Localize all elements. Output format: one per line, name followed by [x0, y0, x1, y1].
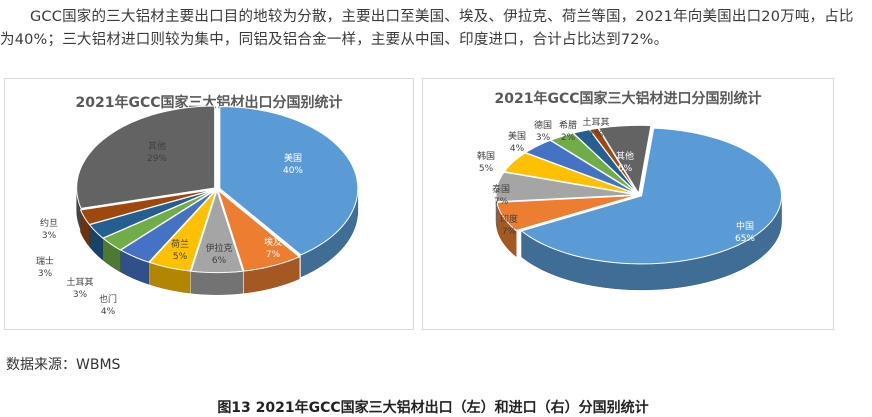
- slice-中国: [520, 127, 783, 265]
- slice-value-label: 1%: [589, 130, 604, 140]
- slice-value-label: 6%: [618, 164, 633, 174]
- slice-label: 伊拉克: [205, 242, 232, 254]
- slice-label: 也门: [99, 293, 117, 305]
- slice-label: 土耳其: [66, 276, 93, 288]
- slice-其他: [597, 124, 652, 195]
- slice-label: 韩国: [477, 150, 495, 162]
- slice-label: 德国: [534, 119, 552, 131]
- slice-label: 瑞士: [36, 255, 54, 267]
- slice-value-label: 3%: [536, 133, 551, 143]
- slice-value-label: 7%: [266, 250, 281, 260]
- slice-荷兰: [148, 190, 217, 272]
- slice-value-label: 65%: [735, 234, 755, 244]
- data-source: 数据来源：WBMS: [6, 357, 121, 373]
- slice-美国: [524, 139, 638, 195]
- slice-label: 印度: [500, 213, 518, 225]
- slice-value-label: 3%: [42, 231, 57, 241]
- intro-paragraph: GCC国家的三大铝材主要出口目的地较为分散，主要出口至美国、埃及、伊拉克、荷兰等…: [0, 9, 854, 48]
- slice-泰国: [495, 171, 637, 203]
- slice-value-label: 7%: [494, 197, 509, 207]
- figure-caption: 图13 2021年GCC国家三大铝材出口（左）和进口（右）分国别统计: [217, 400, 649, 416]
- slice-value-label: 3%: [38, 269, 53, 279]
- slice-value-label: 6%: [212, 256, 227, 266]
- slice-美国: [219, 105, 359, 256]
- slice-label: 其他: [616, 150, 634, 162]
- slice-label: 中国: [736, 220, 754, 232]
- slice-伊拉克: [190, 189, 244, 274]
- slice-也门: [119, 189, 216, 263]
- slice-label: 美国: [284, 152, 302, 164]
- slice-value-label: 3%: [73, 290, 88, 300]
- import-chart-panel: 2021年GCC国家三大铝材进口分国别统计中国 65% 印度 7% 泰国 7% 韩国 5% 美国…: [422, 78, 834, 330]
- slice-side-伊拉克: [190, 270, 244, 295]
- slice-label: 埃及: [264, 236, 282, 248]
- slice-label: 美国: [508, 130, 526, 142]
- slice-value-label: 4%: [101, 307, 116, 317]
- export-chart-panel: 2021年GCC国家三大铝材出口分国别统计美国 40% 埃及 7% 伊拉克 6% 荷兰 5% 也…: [4, 78, 414, 330]
- slice-value-label: 29%: [147, 154, 167, 164]
- slice-韩国: [503, 152, 637, 195]
- slice-土耳其: [588, 127, 639, 194]
- slice-约旦: [79, 189, 215, 226]
- slice-其他: [76, 105, 216, 209]
- slice-value-label: 7%: [502, 227, 517, 237]
- slice-印度: [496, 195, 637, 232]
- slice-label: 泰国: [492, 183, 510, 195]
- chart-title: 2021年GCC国家三大铝材进口分国别统计: [494, 90, 761, 107]
- slice-label: 荷兰: [171, 238, 189, 250]
- slice-label: 约旦: [40, 217, 58, 229]
- chart-title: 2021年GCC国家三大铝材出口分国别统计: [75, 94, 342, 111]
- slice-label: 希腊: [559, 119, 577, 131]
- slice-label: 土耳其: [582, 116, 609, 128]
- slice-value-label: 5%: [173, 252, 188, 262]
- slice-埃及: [217, 189, 301, 272]
- slice-label: 其他: [148, 140, 166, 152]
- slice-value-label: 2%: [561, 133, 576, 143]
- slice-value-label: 4%: [510, 144, 525, 154]
- slice-value-label: 5%: [479, 164, 494, 174]
- slice-value-label: 40%: [283, 166, 303, 176]
